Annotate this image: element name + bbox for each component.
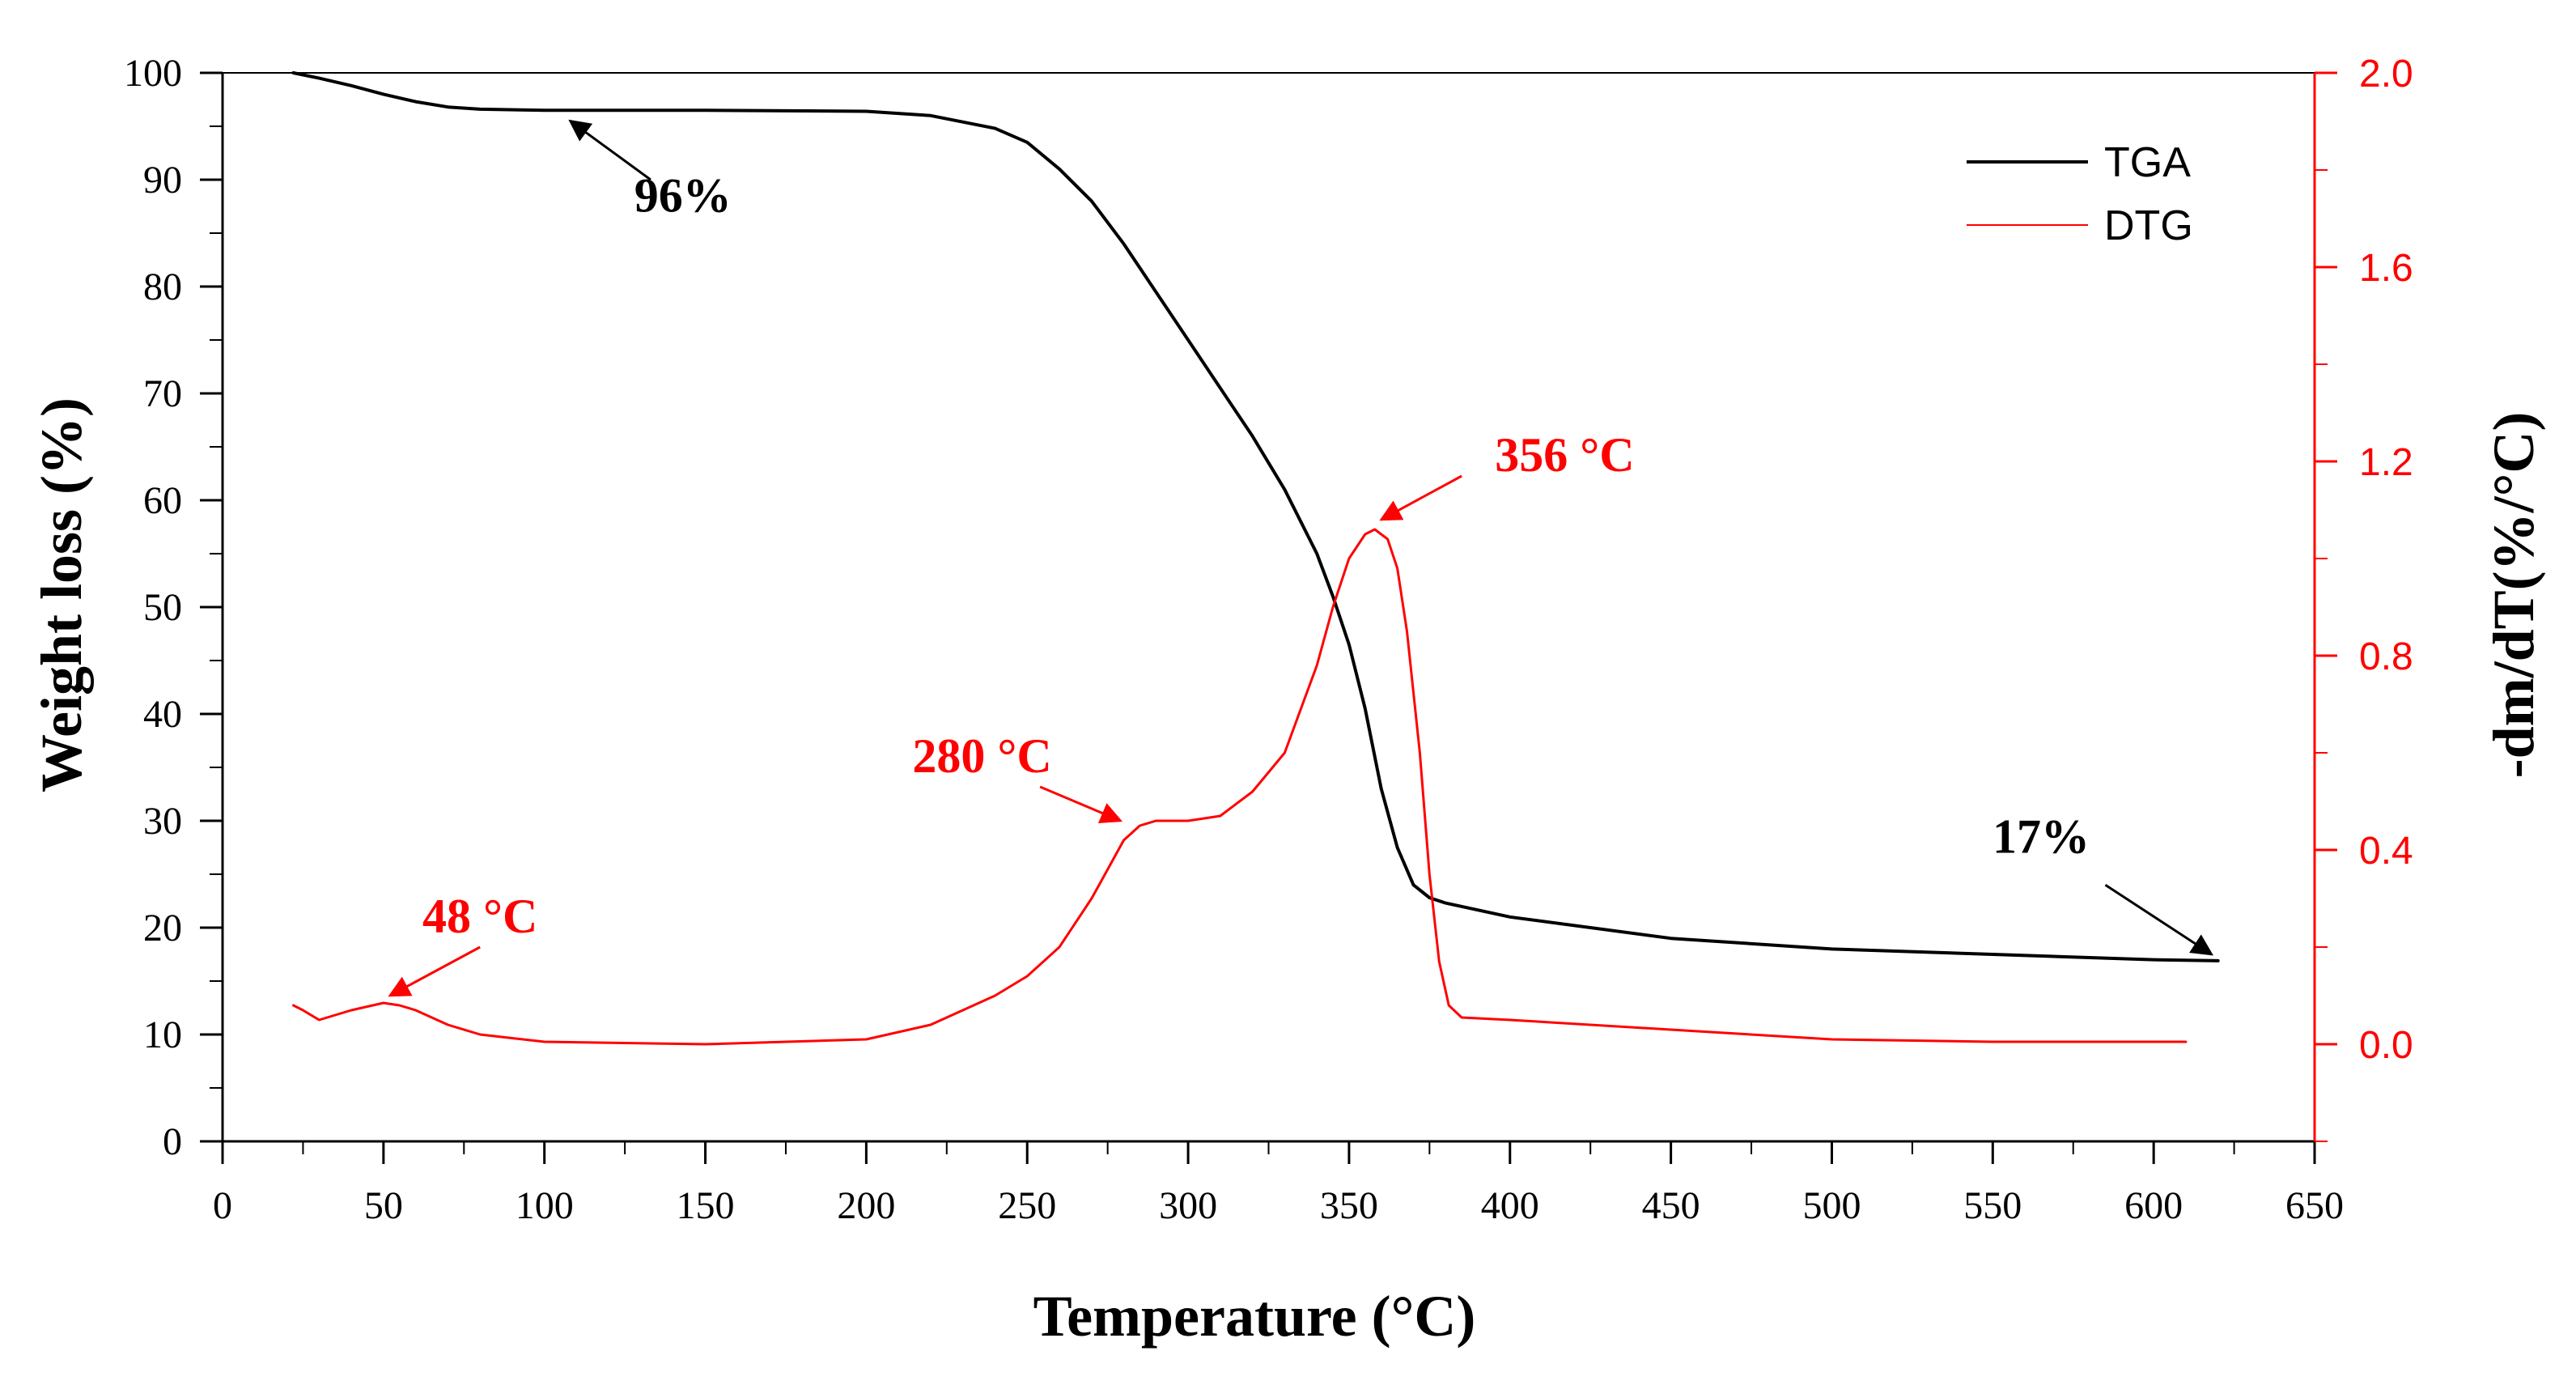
x-tick-label: 650 — [2285, 1184, 2344, 1227]
y2-tick-label: 0.8 — [2359, 635, 2413, 678]
annotation-arrow — [1039, 785, 1123, 823]
x-tick-label: 300 — [1159, 1184, 1217, 1227]
annotation-arrow — [388, 945, 481, 997]
series-line-tga — [291, 71, 2220, 962]
y2-tick-label: 2.0 — [2359, 53, 2413, 96]
y2-tick-label: 1.6 — [2359, 247, 2413, 290]
y-axis-title: Weight loss (%) — [29, 397, 94, 792]
y-tick-label: 70 — [143, 372, 182, 415]
x-tick-label: 250 — [998, 1184, 1056, 1227]
annotation-label: 96% — [634, 169, 732, 223]
x-tick-label: 100 — [516, 1184, 574, 1227]
x-tick-label: 500 — [1802, 1184, 1861, 1227]
legend: TGA DTG — [1967, 139, 2193, 249]
x-tick-label: 50 — [364, 1184, 403, 1227]
annotation-arrow — [1379, 474, 1462, 521]
y-axis-ticks: 0 10 20 30 40 50 60 70 80 90 100 — [124, 52, 223, 1163]
x-tick-label: 0 — [213, 1184, 232, 1227]
legend-label-dtg: DTG — [2104, 202, 2193, 249]
x-tick-label: 400 — [1481, 1184, 1539, 1227]
x-tick-label: 550 — [1963, 1184, 2022, 1227]
y-tick-label: 30 — [143, 800, 182, 843]
y-tick-label: 90 — [143, 159, 182, 202]
annotation-label: 280 °C — [912, 729, 1051, 783]
y-tick-label: 60 — [143, 479, 182, 522]
x-axis-title: Temperature (°C) — [1033, 1284, 1476, 1349]
y-tick-label: 50 — [143, 586, 182, 629]
y2-tick-label: 1.2 — [2359, 441, 2413, 484]
annotations: 96% 17% 48 °C 280 °C 356 °C — [388, 119, 2213, 997]
axes — [221, 72, 2316, 1143]
annotation-label: 356 °C — [1495, 428, 1634, 482]
y2-tick-label: 0.4 — [2359, 830, 2413, 873]
y2-tick-label: 0.0 — [2359, 1024, 2413, 1067]
series-line-dtg — [292, 528, 2188, 1046]
y-tick-label: 20 — [143, 907, 182, 950]
y-tick-label: 0 — [163, 1120, 182, 1163]
annotation-label: 48 °C — [422, 890, 537, 943]
x-axis-ticks: 0 50 100 150 200 250 300 350 400 450 500 550 600 650 — [213, 1141, 2344, 1227]
y2-axis-ticks: 0.0 0.4 0.8 1.2 1.6 2.0 — [2315, 53, 2413, 1142]
annotation-arrow — [2104, 883, 2213, 956]
x-tick-label: 200 — [837, 1184, 895, 1227]
y-tick-label: 100 — [124, 52, 182, 95]
annotation-label: 17% — [1992, 810, 2090, 864]
legend-label-tga: TGA — [2104, 139, 2191, 186]
series-group — [291, 71, 2220, 1046]
y-tick-label: 10 — [143, 1013, 182, 1056]
y-tick-label: 80 — [143, 266, 182, 308]
x-tick-label: 600 — [2124, 1184, 2183, 1227]
x-tick-label: 350 — [1320, 1184, 1378, 1227]
x-tick-label: 450 — [1642, 1184, 1700, 1227]
x-tick-label: 150 — [677, 1184, 735, 1227]
y2-axis-title: -dm/dT(%/°C) — [2481, 412, 2546, 779]
y-tick-label: 40 — [143, 693, 182, 736]
annotation-arrow — [568, 119, 651, 181]
